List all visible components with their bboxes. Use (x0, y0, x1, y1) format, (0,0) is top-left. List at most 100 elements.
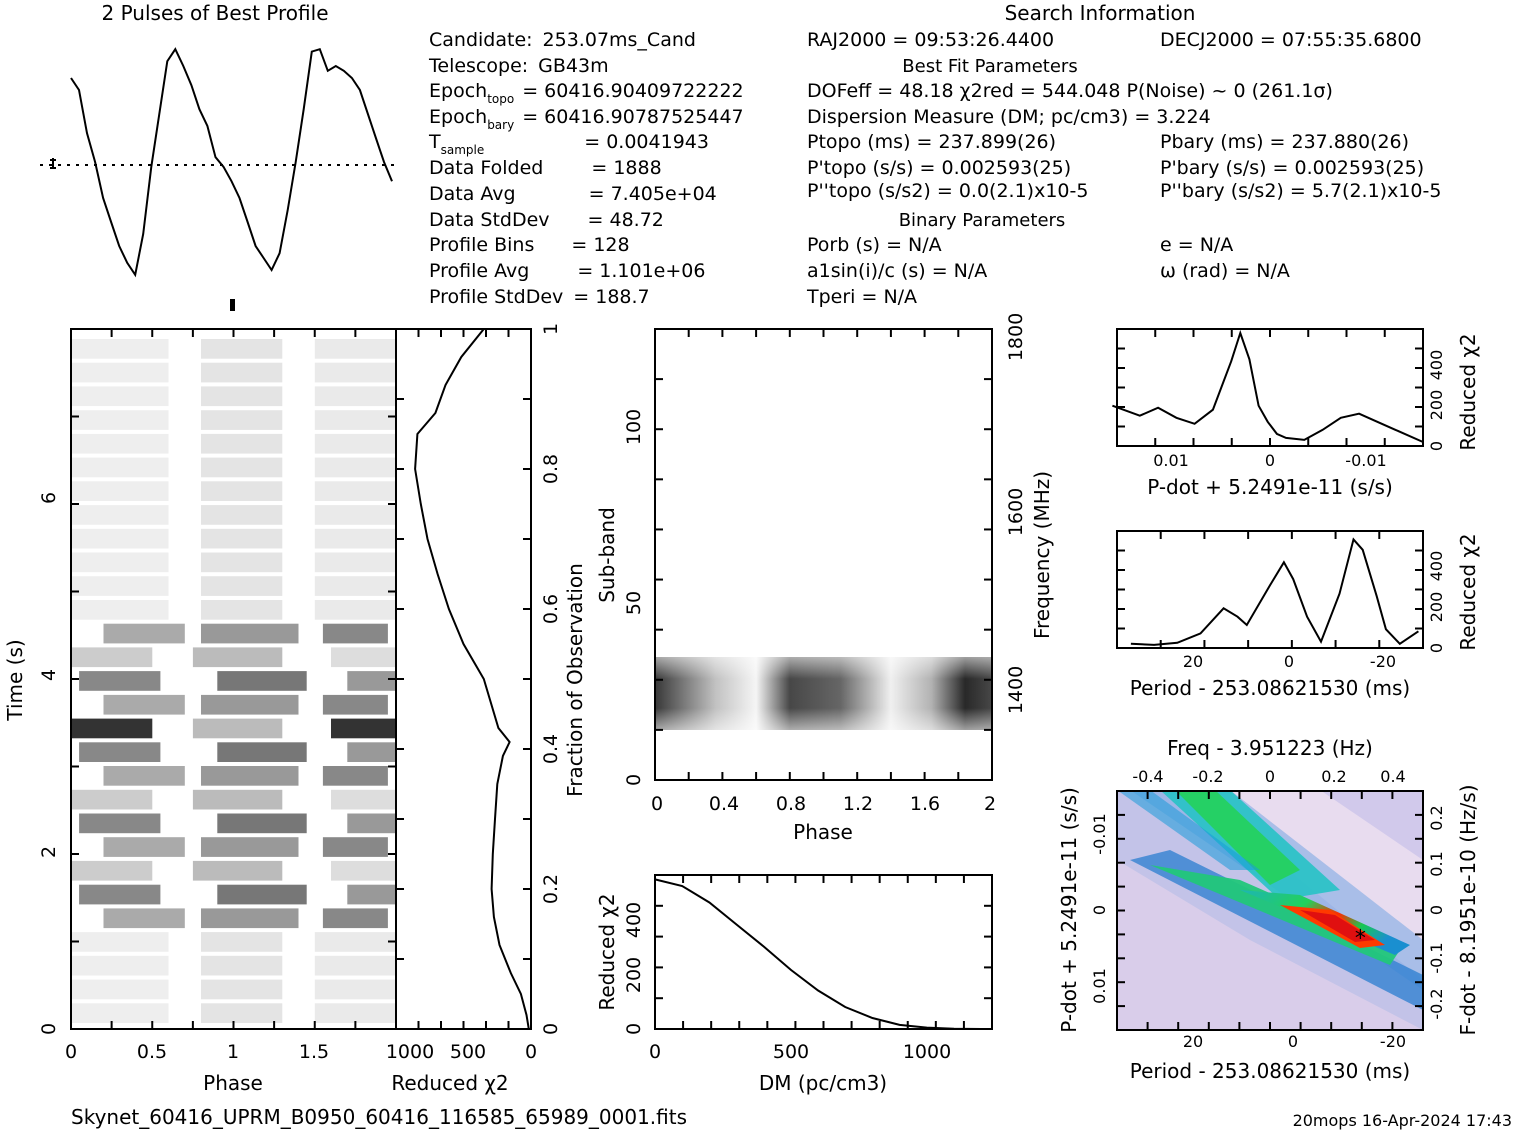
pp-y2label: F-dot - 8.1951e-10 (Hz/s) (1456, 784, 1480, 1035)
pd-ytick-2: 400 (1427, 350, 1446, 381)
time-phase-cell (79, 813, 161, 834)
time-phase-cell (201, 766, 299, 786)
search-p-topo: Ptopo (ms) = 237.899(26) (807, 131, 1056, 153)
sb-y2label: Frequency (MHz) (1030, 471, 1054, 639)
time-phase-cell (201, 481, 283, 501)
time-phase-cell (71, 860, 153, 881)
pp-ytick-0: -0.01 (1090, 813, 1109, 854)
time-phase-cell (201, 457, 283, 478)
sb-xlabel: Phase (793, 820, 853, 844)
search-omega: ω (rad) = N/A (1160, 260, 1290, 282)
cf-ytick-3: 0.6 (540, 594, 562, 624)
dm-ylabel: Reduced χ2 (595, 893, 619, 1010)
sb-ylabel: Sub-band (595, 507, 619, 603)
time-phase-cell (314, 505, 397, 525)
sb-ytick-2: 100 (623, 409, 645, 445)
time-phase-cell (192, 647, 283, 668)
cf-xtick-2: 0 (525, 1041, 537, 1063)
time-phase-cell (314, 386, 397, 407)
time-phase-cell (201, 623, 299, 644)
pp-xtick-0: 20 (1183, 1032, 1203, 1051)
time-phase-cell (79, 884, 161, 905)
time-phase-cell (201, 528, 283, 549)
time-phase-cell (71, 457, 169, 478)
search-porb: Porb (s) = N/A (807, 234, 942, 256)
pp-xtick-1: 0 (1288, 1032, 1298, 1051)
time-phase-cell (322, 623, 388, 644)
time-phase-cell (314, 1003, 397, 1023)
time-phase-cell (201, 979, 283, 1000)
time-phase-cell (71, 481, 169, 501)
info-profile-bins: Profile Bins = 128 (429, 234, 630, 256)
sb-xtick-4: 1.6 (910, 793, 940, 815)
dm-ytick-0: 0 (623, 1023, 645, 1035)
dm-xtick-0: 0 (649, 1041, 661, 1063)
pp-xlabel: Period - 253.08621530 (ms) (1130, 1059, 1411, 1083)
pp-y2tick-3: -0.1 (1427, 942, 1446, 973)
tp-xtick-1: 0.5 (137, 1041, 167, 1063)
chi2-fraction-frame (395, 328, 532, 1030)
pd-xtick-0: 0.01 (1153, 451, 1189, 470)
time-phase-cell (217, 884, 307, 905)
sb-y2tick-1: 1600 (1005, 488, 1027, 536)
pd-xtick-1: 0 (1265, 451, 1275, 470)
pp-x2tick-0: -0.4 (1132, 767, 1163, 786)
pd-ytick-1: 200 (1427, 390, 1446, 421)
chi2-fraction-panel: 1000 500 0 Reduced χ2 0 0.2 0.4 0.6 0.8 … (386, 323, 587, 1095)
time-phase-cell (331, 789, 396, 810)
time-phase-cell (201, 576, 283, 596)
info-epoch-bary: Epochbary = 60416.90787525447 (429, 106, 744, 132)
best-fit-title: Best Fit Parameters (902, 56, 1077, 77)
search-pddot-topo: P''topo (s/s2) = 0.0(2.1)x10-5 (807, 180, 1088, 202)
search-tperi: Tperi = N/A (806, 286, 917, 308)
pp-x2tick-1: -0.2 (1192, 767, 1223, 786)
time-phase-cell (201, 386, 283, 407)
pdot-curve (1112, 329, 1424, 443)
cf-xtick-1: 500 (450, 1041, 486, 1063)
time-phase-rows (71, 339, 397, 1023)
dm-panel: 0 500 1000 DM (pc/cm3) 0 200 400 Reduced… (595, 874, 993, 1095)
profile-errorbar (50, 158, 56, 169)
pp-x2tick-4: 0.4 (1380, 767, 1405, 786)
dm-curve (654, 878, 982, 1030)
pe-ylabel: Reduced χ2 (1456, 533, 1480, 650)
time-phase-cell (201, 1003, 283, 1023)
pp-ylabel: P-dot + 5.2491e-11 (s/s) (1057, 787, 1081, 1033)
info-epoch-topo: Epochtopo = 60416.90409722222 (429, 80, 744, 106)
tp-xtick-2: 1 (227, 1041, 239, 1063)
time-phase-panel: 0 0.5 1 1.5 Phase 0 2 4 6 Time (s) (3, 328, 397, 1095)
time-phase-cell (314, 576, 397, 596)
info-left-block: Candidate: 253.07ms_Cand Telescope: GB43m … (428, 29, 744, 308)
pp-x2tick-2: 0 (1265, 767, 1275, 786)
info-telescope: Telescope: GB43m (428, 55, 609, 77)
time-phase-cell (322, 766, 388, 786)
search-pddot-bary: P''bary (s/s2) = 5.7(2.1)x10-5 (1160, 180, 1441, 202)
search-info-block: RAJ2000 = 09:53:26.4400 DECJ2000 = 07:55… (806, 29, 1441, 308)
time-phase-cell (314, 955, 397, 976)
time-phase-cell (201, 362, 283, 383)
pp-y2tick-4: -0.2 (1427, 988, 1446, 1019)
search-p-bary: Pbary (ms) = 237.880(26) (1160, 131, 1409, 153)
profile-curve (70, 47, 393, 278)
dm-frame (654, 874, 993, 1030)
sb-ytick-0: 0 (623, 774, 645, 786)
time-phase-cell (201, 552, 283, 573)
time-phase-cell (322, 837, 388, 857)
time-phase-cell (71, 932, 169, 952)
pp-ytick-1: 0 (1090, 905, 1109, 915)
time-phase-cell (71, 955, 169, 976)
time-phase-cell (192, 789, 283, 810)
time-phase-cell (79, 742, 161, 762)
time-phase-cell (217, 813, 307, 834)
time-phase-cell (71, 600, 169, 620)
dm-xtick-2: 1000 (903, 1041, 951, 1063)
tp-ylabel: Time (s) (3, 639, 27, 721)
ppdot-heatmap (1117, 791, 1423, 1030)
time-phase-cell (71, 789, 153, 810)
pp-y2tick-2: 0 (1427, 905, 1446, 915)
time-phase-cell (314, 457, 397, 478)
time-phase-cell (201, 410, 283, 430)
time-phase-cell (201, 600, 283, 620)
pp-xtick-2: -20 (1380, 1032, 1406, 1051)
